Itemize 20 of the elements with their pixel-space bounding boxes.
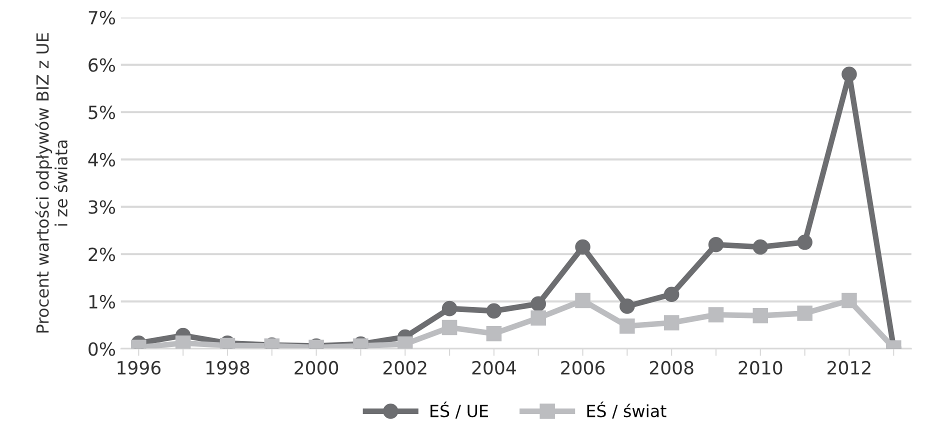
x-tick-label: 2000: [294, 360, 338, 375]
legend-label: EŚ / świat: [587, 402, 666, 419]
y-axis-title: Procent wartości odpływów BIZ z UE i ze świata: [35, 33, 68, 332]
y-tick-label: 6%: [88, 58, 116, 72]
y-tick-label: 5%: [88, 106, 116, 120]
x-tick-label: 2008: [650, 360, 694, 375]
x-tick-label: 2012: [828, 360, 870, 375]
y-tick-label: 3%: [88, 200, 116, 214]
y-tick-label: 1%: [89, 294, 116, 309]
y-tick-label: 7%: [88, 10, 116, 25]
x-tick-label: 2006: [561, 360, 605, 375]
x-tick-label: 2010: [738, 360, 782, 375]
x-tick-label: 2002: [383, 360, 426, 375]
x-tick-label: 2004: [472, 360, 516, 375]
y-tick-label: 0%: [88, 342, 116, 356]
x-tick-label: 1998: [206, 360, 250, 375]
legend-label: EŚ / UE: [430, 402, 488, 419]
x-tick-label: 1996: [118, 360, 160, 375]
y-tick-label: 2%: [88, 248, 116, 262]
y-tick-label: 4%: [88, 152, 116, 167]
